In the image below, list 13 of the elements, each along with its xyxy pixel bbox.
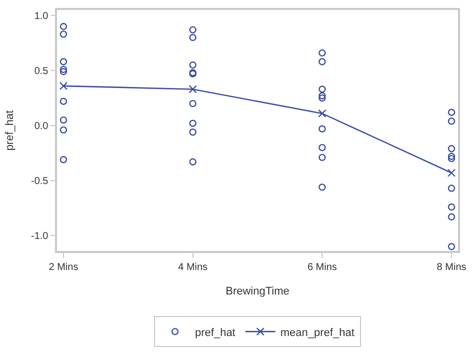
legend-label: pref_hat <box>195 326 236 339</box>
y-axis-title: pref_hat <box>4 110 16 151</box>
x-axis-title: BrewingTime <box>226 285 290 298</box>
x-tick-label: 8 Mins <box>436 262 466 273</box>
x-tick-label: 6 Mins <box>307 262 337 273</box>
y-tick-label: 0.5 <box>34 66 49 78</box>
legend-label: mean_pref_hat <box>280 326 354 339</box>
y-tick-label: -0.5 <box>31 176 49 188</box>
x-tick-label: 2 Mins <box>48 262 78 273</box>
y-tick-label: -1.0 <box>31 231 49 242</box>
x-tick-label: 4 Mins <box>178 262 208 273</box>
y-tick-label: 1.0 <box>34 11 49 22</box>
y-tick-label: 0.0 <box>34 121 49 132</box>
